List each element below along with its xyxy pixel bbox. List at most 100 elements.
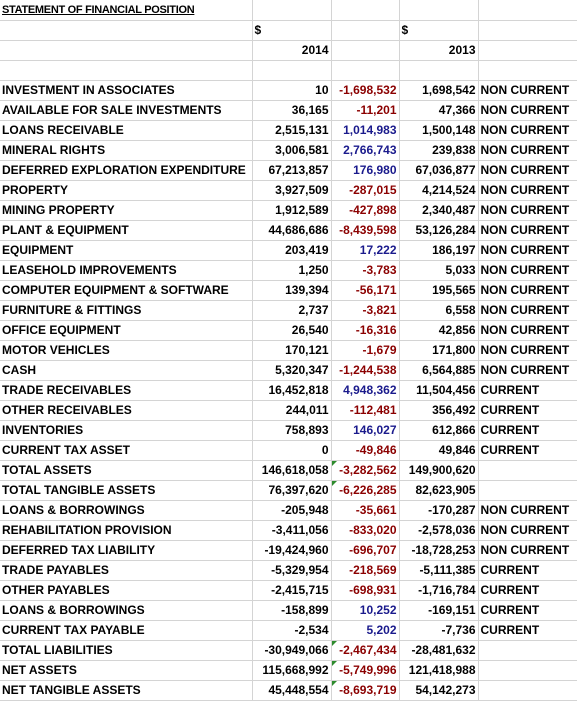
value-2013[interactable]: 47,366	[399, 100, 479, 121]
row-label[interactable]: LOANS & BORROWINGS	[0, 500, 253, 521]
value-2014[interactable]: 0	[252, 440, 332, 461]
value-2013[interactable]: 1,500,148	[399, 120, 479, 141]
value-change[interactable]: -3,282,562	[331, 460, 400, 481]
value-2014[interactable]: -158,899	[252, 600, 332, 621]
currency-2014[interactable]: $	[252, 20, 332, 41]
value-change[interactable]: -16,316	[331, 320, 400, 341]
value-change[interactable]: 5,202	[331, 620, 400, 641]
classification[interactable]: CURRENT	[478, 600, 577, 621]
classification[interactable]: NON CURRENT	[478, 220, 577, 241]
row-label[interactable]: REHABILITATION PROVISION	[0, 520, 253, 541]
classification[interactable]: CURRENT	[478, 420, 577, 441]
value-change[interactable]: -287,015	[331, 180, 400, 201]
value-2014[interactable]: 5,320,347	[252, 360, 332, 381]
classification[interactable]: NON CURRENT	[478, 500, 577, 521]
row-label[interactable]: TOTAL TANGIBLE ASSETS	[0, 480, 253, 501]
value-2014[interactable]: 36,165	[252, 100, 332, 121]
row-label[interactable]: MOTOR VEHICLES	[0, 340, 253, 361]
currency-2013[interactable]: $	[399, 20, 479, 41]
cell[interactable]	[478, 20, 577, 41]
value-2013[interactable]: 149,900,620	[399, 460, 479, 481]
row-label[interactable]: LOANS & BORROWINGS	[0, 600, 253, 621]
value-change[interactable]: 10,252	[331, 600, 400, 621]
row-label[interactable]: LOANS RECEIVABLE	[0, 120, 253, 141]
value-change[interactable]: -696,707	[331, 540, 400, 561]
row-label[interactable]: FURNITURE & FITTINGS	[0, 300, 253, 321]
value-change[interactable]: 2,766,743	[331, 140, 400, 161]
classification[interactable]: NON CURRENT	[478, 260, 577, 281]
value-change[interactable]: -218,569	[331, 560, 400, 581]
value-2013[interactable]: -28,481,632	[399, 640, 479, 661]
value-change[interactable]: -427,898	[331, 200, 400, 221]
value-2014[interactable]: 758,893	[252, 420, 332, 441]
classification[interactable]: CURRENT	[478, 380, 577, 401]
row-label[interactable]: TOTAL ASSETS	[0, 460, 253, 481]
value-2013[interactable]: -18,728,253	[399, 540, 479, 561]
row-label[interactable]: INVESTMENT IN ASSOCIATES	[0, 80, 253, 101]
value-change[interactable]: -1,679	[331, 340, 400, 361]
value-2014[interactable]: 10	[252, 80, 332, 101]
value-2014[interactable]: 139,394	[252, 280, 332, 301]
classification[interactable]: NON CURRENT	[478, 360, 577, 381]
classification[interactable]: NON CURRENT	[478, 80, 577, 101]
value-2014[interactable]: 203,419	[252, 240, 332, 261]
value-2013[interactable]: 121,418,988	[399, 660, 479, 681]
value-2013[interactable]: 11,504,456	[399, 380, 479, 401]
row-label[interactable]: CASH	[0, 360, 253, 381]
classification[interactable]: NON CURRENT	[478, 160, 577, 181]
cell[interactable]	[478, 0, 577, 21]
row-label[interactable]: PROPERTY	[0, 180, 253, 201]
value-change[interactable]: -49,846	[331, 440, 400, 461]
value-2013[interactable]: 186,197	[399, 240, 479, 261]
value-2014[interactable]: 26,540	[252, 320, 332, 341]
value-2013[interactable]: -2,578,036	[399, 520, 479, 541]
classification[interactable]: NON CURRENT	[478, 280, 577, 301]
value-change[interactable]: -3,821	[331, 300, 400, 321]
row-label[interactable]: OTHER RECEIVABLES	[0, 400, 253, 421]
row-label[interactable]: AVAILABLE FOR SALE INVESTMENTS	[0, 100, 253, 121]
value-change[interactable]: -3,783	[331, 260, 400, 281]
value-2014[interactable]: -19,424,960	[252, 540, 332, 561]
value-change[interactable]: 146,027	[331, 420, 400, 441]
classification[interactable]: CURRENT	[478, 580, 577, 601]
value-2013[interactable]: 171,800	[399, 340, 479, 361]
row-label[interactable]: DEFERRED EXPLORATION EXPENDITURE	[0, 160, 253, 181]
value-2013[interactable]: 195,565	[399, 280, 479, 301]
value-2013[interactable]: 53,126,284	[399, 220, 479, 241]
value-change[interactable]: -11,201	[331, 100, 400, 121]
value-2013[interactable]: -1,716,784	[399, 580, 479, 601]
value-2014[interactable]: 1,250	[252, 260, 332, 281]
classification[interactable]: NON CURRENT	[478, 120, 577, 141]
value-2014[interactable]: 45,448,554	[252, 680, 332, 701]
value-2014[interactable]: -2,534	[252, 620, 332, 641]
value-2013[interactable]: -5,111,385	[399, 560, 479, 581]
value-2014[interactable]: 1,912,589	[252, 200, 332, 221]
value-2014[interactable]: 146,618,058	[252, 460, 332, 481]
value-change[interactable]: -1,698,532	[331, 80, 400, 101]
value-change[interactable]: -35,661	[331, 500, 400, 521]
value-2013[interactable]: 82,623,905	[399, 480, 479, 501]
value-change[interactable]: 4,948,362	[331, 380, 400, 401]
value-2013[interactable]: 49,846	[399, 440, 479, 461]
classification[interactable]: NON CURRENT	[478, 300, 577, 321]
value-2014[interactable]: 244,011	[252, 400, 332, 421]
classification[interactable]: CURRENT	[478, 440, 577, 461]
cell[interactable]	[331, 40, 400, 61]
value-2014[interactable]: 2,515,131	[252, 120, 332, 141]
value-change[interactable]: 1,014,983	[331, 120, 400, 141]
value-2013[interactable]: 42,856	[399, 320, 479, 341]
cell[interactable]	[0, 40, 253, 61]
row-label[interactable]: OFFICE EQUIPMENT	[0, 320, 253, 341]
value-change[interactable]: -8,693,719	[331, 680, 400, 701]
value-change[interactable]: -1,244,538	[331, 360, 400, 381]
value-change[interactable]: 176,980	[331, 160, 400, 181]
cell[interactable]	[0, 20, 253, 41]
classification[interactable]	[478, 660, 577, 681]
value-2013[interactable]: -7,736	[399, 620, 479, 641]
value-2014[interactable]: 115,668,992	[252, 660, 332, 681]
value-2014[interactable]: 44,686,686	[252, 220, 332, 241]
row-label[interactable]: TOTAL LIABILITIES	[0, 640, 253, 661]
value-2013[interactable]: 1,698,542	[399, 80, 479, 101]
value-2014[interactable]: 16,452,818	[252, 380, 332, 401]
classification[interactable]: CURRENT	[478, 560, 577, 581]
